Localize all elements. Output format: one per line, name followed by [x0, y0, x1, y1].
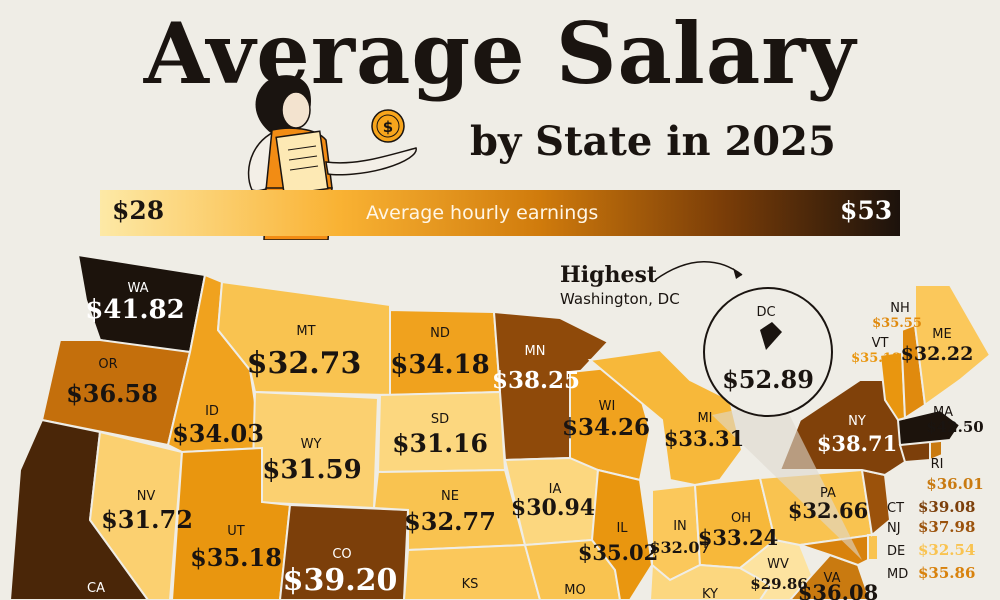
state-abbr-ia: IA [549, 482, 562, 497]
state-value-pa: $32.66 [788, 498, 868, 523]
state-abbr-nh: NH [890, 301, 910, 316]
state-value-md: $35.86 [918, 564, 975, 582]
state-value-ct: $39.08 [918, 498, 975, 516]
state-de [867, 534, 879, 561]
state-abbr-me: ME [932, 327, 951, 342]
state-abbr-ma: MA [933, 405, 953, 420]
state-value-de: $32.54 [918, 541, 975, 559]
state-abbr-nv: NV [137, 489, 156, 504]
callout-arrowhead [733, 268, 742, 279]
state-value-ne: $32.77 [404, 507, 496, 536]
state-abbr-nj: NJ [887, 521, 901, 536]
state-co [278, 503, 410, 600]
state-abbr-ut: UT [227, 524, 245, 539]
state-value-mi: $33.31 [664, 426, 744, 451]
state-abbr-il: IL [616, 521, 628, 536]
state-value-il: $35.02 [578, 540, 658, 565]
state-value-id: $34.03 [172, 419, 264, 448]
state-abbr-mt: MT [296, 324, 315, 339]
state-value-wv: $29.86 [750, 575, 807, 593]
state-abbr-pa: PA [820, 486, 836, 501]
state-value-nh: $35.55 [872, 316, 922, 331]
callout-arrow [654, 261, 743, 281]
state-abbr-ks: KS [462, 577, 479, 592]
state-nv [88, 430, 184, 600]
dc-callout-circle [703, 287, 833, 417]
state-value-ny: $38.71 [817, 431, 897, 456]
legend-max-value: $53 [840, 196, 893, 225]
state-ks [402, 543, 542, 600]
state-value-ma: $42.50 [926, 418, 983, 436]
state-abbr-oh: OH [731, 511, 751, 526]
state-value-wi: $34.26 [562, 414, 650, 441]
state-abbr-wi: WI [599, 399, 616, 414]
state-value-mt: $32.73 [247, 346, 362, 381]
state-mi [587, 348, 744, 487]
state-me [914, 284, 992, 407]
state-value-wy: $31.59 [262, 455, 362, 485]
page-title: Average Salary [143, 4, 857, 103]
callout-heading: Highest [560, 262, 658, 288]
state-value-nv: $31.72 [101, 505, 193, 534]
state-abbr-sd: SD [431, 412, 449, 427]
state-value-vt: $35.18 [851, 351, 901, 366]
state-abbr-ky: KY [702, 587, 718, 600]
state-value-ri: $36.01 [926, 475, 983, 493]
state-vt [878, 350, 907, 422]
state-value-va: $36.08 [798, 580, 878, 600]
dc-value: $52.89 [722, 365, 814, 394]
state-nh [901, 323, 927, 420]
state-abbr-nd: ND [430, 326, 450, 341]
callout-subtext: Washington, DC [560, 290, 680, 308]
state-abbr-ne: NE [441, 489, 459, 504]
state-abbr-mn: MN [525, 344, 546, 359]
state-abbr-id: ID [205, 404, 219, 419]
state-value-ut: $35.18 [190, 543, 282, 572]
state-abbr-ny: NY [848, 414, 866, 429]
dc-abbr: DC [756, 305, 775, 320]
state-abbr-wa: WA [127, 281, 148, 296]
state-value-wa: $41.82 [85, 295, 185, 325]
state-abbr-co: CO [332, 547, 351, 562]
state-value-sd: $31.16 [392, 429, 488, 458]
state-abbr-mi: MI [697, 411, 712, 426]
state-abbr-wv: WV [767, 557, 789, 572]
svg-text:$: $ [383, 118, 393, 136]
state-il [590, 468, 654, 600]
legend-min-value: $28 [112, 196, 165, 225]
state-abbr-mo: MO [564, 583, 585, 598]
state-abbr-or: OR [98, 357, 117, 372]
state-abbr-va: VA [824, 571, 841, 586]
state-abbr-ct: CT [887, 501, 904, 516]
state-value-mn: $38.25 [492, 367, 580, 394]
state-abbr-vt: VT [872, 336, 889, 351]
state-value-nd: $34.18 [390, 350, 490, 380]
state-abbr-ca: CA [87, 581, 105, 596]
state-abbr-in: IN [673, 519, 687, 534]
state-abbr-md: MD [887, 567, 908, 582]
state-value-in: $32.07 [649, 538, 710, 557]
state-value-co: $39.20 [283, 563, 398, 598]
state-value-oh: $33.24 [698, 525, 778, 550]
state-value-nj: $37.98 [918, 518, 975, 536]
state-value-me: $32.22 [901, 343, 974, 365]
dc-zoom-wedge [712, 400, 862, 560]
state-abbr-wy: WY [301, 437, 322, 452]
dc-shape [760, 322, 782, 350]
state-md [799, 533, 874, 567]
state-value-or: $36.58 [66, 379, 158, 408]
coin-icon: $ [371, 109, 405, 143]
state-ma [896, 408, 962, 447]
page-subtitle: by State in 2025 [470, 118, 836, 165]
state-value-ia: $30.94 [511, 495, 595, 521]
state-abbr-de: DE [887, 544, 905, 559]
legend-gradient-bar [100, 190, 900, 236]
legend-label: Average hourly earnings [366, 202, 599, 224]
state-abbr-ri: RI [931, 457, 944, 472]
